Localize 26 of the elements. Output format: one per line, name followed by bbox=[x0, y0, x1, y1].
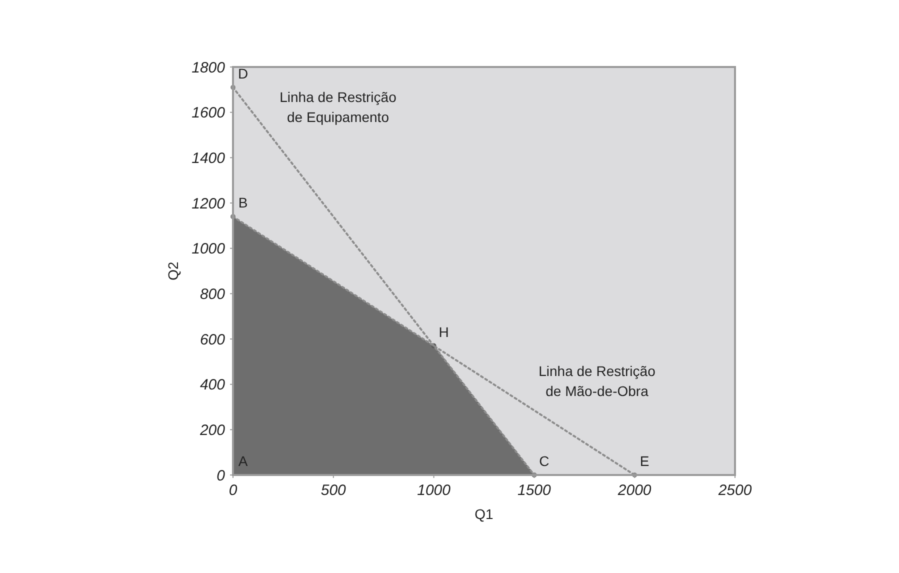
annotation: Linha de Restrição de Mão-de-Obra bbox=[538, 363, 656, 399]
x-tick-label: 1000 bbox=[417, 482, 452, 499]
x-tick-label: 2000 bbox=[616, 482, 652, 499]
annotation: C bbox=[539, 453, 550, 469]
y-tick-label: 1000 bbox=[192, 240, 226, 258]
y-tick-label: 1800 bbox=[192, 59, 226, 76]
y-tick-label: 400 bbox=[200, 376, 226, 394]
y-tick-label: 600 bbox=[200, 331, 226, 348]
y-tick-label: 1600 bbox=[192, 104, 226, 122]
y-tick-label: 1400 bbox=[192, 150, 226, 167]
annotation: B bbox=[238, 194, 248, 211]
y-tick-label: 0 bbox=[216, 467, 226, 484]
annotation: E bbox=[640, 453, 650, 469]
annotation: D bbox=[238, 65, 248, 82]
y-tick-label: 1200 bbox=[192, 195, 226, 212]
y-axis-title: Q2 bbox=[165, 261, 181, 280]
x-tick-label: 500 bbox=[320, 482, 347, 499]
y-tick-label: 200 bbox=[198, 422, 226, 439]
x-tick-label: 1500 bbox=[518, 482, 552, 499]
x-tick-label: 2500 bbox=[717, 482, 752, 499]
y-tick-label: 800 bbox=[200, 286, 226, 303]
annotation: H bbox=[438, 324, 449, 340]
x-axis-title: Q1 bbox=[474, 506, 494, 522]
x-tick-label: 0 bbox=[228, 482, 238, 499]
annotation: Linha de Restrição de Equipamento bbox=[280, 89, 397, 125]
annotation: A bbox=[238, 453, 248, 469]
